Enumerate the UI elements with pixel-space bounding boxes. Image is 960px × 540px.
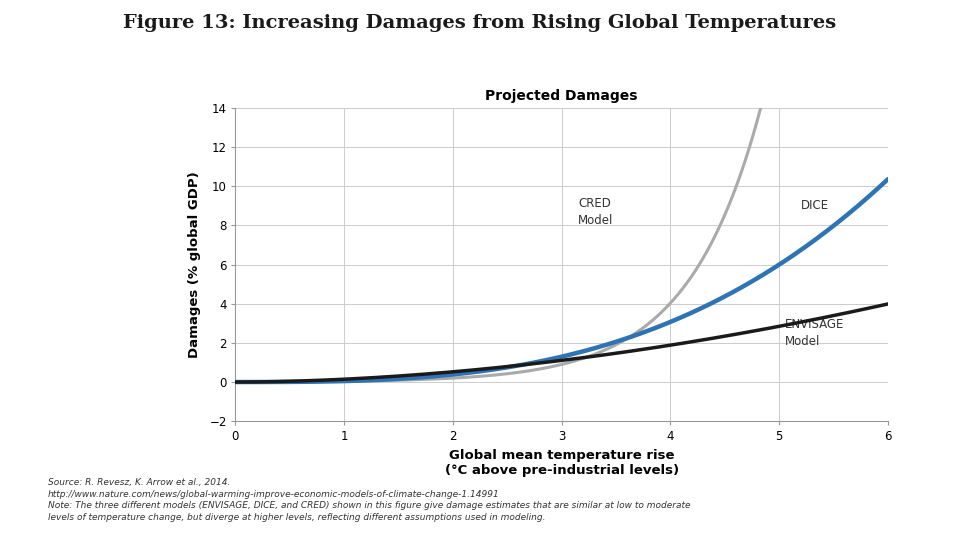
Text: Figure 13: Increasing Damages from Rising Global Temperatures: Figure 13: Increasing Damages from Risin… bbox=[124, 14, 836, 31]
Text: Source: R. Revesz, K. Arrow et al., 2014.
http://www.nature.com/news/global-warm: Source: R. Revesz, K. Arrow et al., 2014… bbox=[48, 478, 690, 522]
X-axis label: Global mean temperature rise
(°C above pre-industrial levels): Global mean temperature rise (°C above p… bbox=[444, 449, 679, 477]
Title: Projected Damages: Projected Damages bbox=[486, 89, 637, 103]
Text: ENVISAGE
Model: ENVISAGE Model bbox=[784, 318, 844, 348]
Text: DICE: DICE bbox=[801, 199, 829, 212]
Text: CRED
Model: CRED Model bbox=[578, 197, 613, 227]
Y-axis label: Damages (% global GDP): Damages (% global GDP) bbox=[188, 171, 202, 358]
